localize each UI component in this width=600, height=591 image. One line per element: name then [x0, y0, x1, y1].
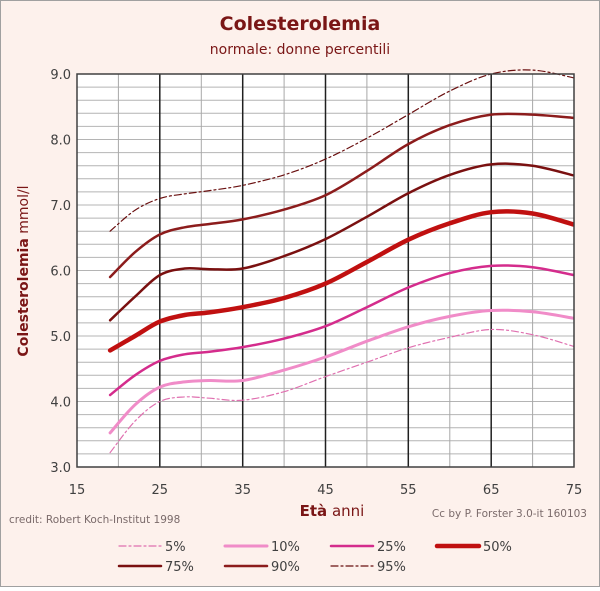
x-axis-label-bold: Età — [300, 502, 328, 520]
y-tick-label: 7.0 — [50, 199, 71, 214]
series-line-75pct — [108, 162, 574, 322]
x-axis-label-unit: anni — [327, 502, 364, 520]
y-tick-label: 8.0 — [50, 134, 71, 149]
x-tick-label: 15 — [69, 483, 86, 498]
series-layer — [107, 69, 574, 454]
x-tick-label: 75 — [566, 483, 583, 498]
credit-right: Cc by P. Forster 3.0-it 160103 — [432, 508, 587, 520]
plot-border — [76, 73, 575, 468]
series-line-5pct — [109, 328, 574, 454]
y-axis-label-unit: mmol/l — [16, 185, 32, 238]
legend-label: 5% — [165, 540, 186, 555]
legend: 5% 10% 25% 50% 75% 90% 95% — [117, 540, 512, 575]
y-tick-label: 5.0 — [50, 330, 71, 345]
credit-left: credit: Robert Koch-Institut 1998 — [9, 514, 180, 526]
series-line-95pct — [109, 69, 574, 232]
series-line-50pct — [107, 209, 574, 353]
y-tick-label: 4.0 — [50, 396, 71, 411]
x-tick-label: 25 — [152, 483, 169, 498]
x-tick-label: 45 — [317, 483, 334, 498]
legend-label: 75% — [165, 560, 194, 575]
legend-label: 10% — [271, 540, 300, 555]
x-tick-label: 65 — [483, 483, 500, 498]
y-tick-label: 3.0 — [50, 461, 71, 476]
series-line-10pct — [108, 308, 574, 435]
y-axis-label: Colesterolemia mmol/l — [16, 185, 32, 356]
x-tick-label: 35 — [234, 483, 251, 498]
legend-label: 95% — [377, 560, 406, 575]
tick-labels: 3.0 4.0 5.0 6.0 7.0 8.0 9.0 15 25 35 45 55 65 75 — [50, 68, 582, 498]
legend-label: 90% — [271, 560, 300, 575]
legend-label: 50% — [483, 540, 512, 555]
y-axis-label-bold: Colesterolemia — [16, 238, 32, 356]
chart-subtitle: normale: donne percentili — [210, 42, 390, 58]
series-line-90pct — [108, 112, 574, 279]
chart-title: Colesterolemia — [220, 13, 381, 35]
legend-label: 25% — [377, 540, 406, 555]
y-tick-label: 9.0 — [50, 68, 71, 83]
x-axis-label: Età anni — [300, 502, 365, 520]
x-tick-label: 55 — [400, 483, 417, 498]
y-tick-label: 6.0 — [50, 265, 71, 280]
series-line-25pct — [108, 264, 574, 397]
